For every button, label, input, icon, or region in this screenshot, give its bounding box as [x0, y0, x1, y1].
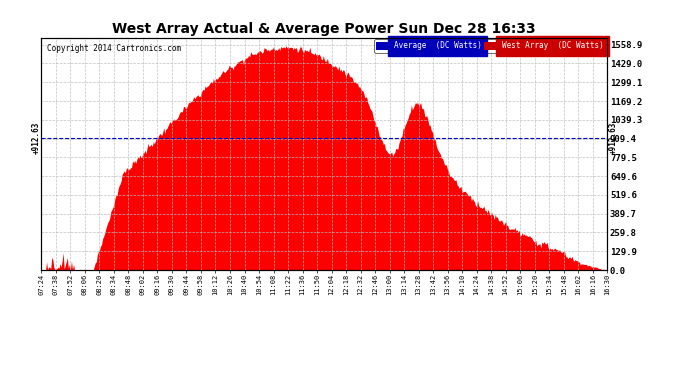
Text: Copyright 2014 Cartronics.com: Copyright 2014 Cartronics.com [47, 45, 181, 54]
Text: +912.63: +912.63 [32, 122, 41, 154]
Title: West Array Actual & Average Power Sun Dec 28 16:33: West Array Actual & Average Power Sun De… [112, 22, 536, 36]
Legend: Average  (DC Watts), West Array  (DC Watts): Average (DC Watts), West Array (DC Watts… [374, 39, 606, 53]
Text: +912.63: +912.63 [609, 122, 618, 154]
